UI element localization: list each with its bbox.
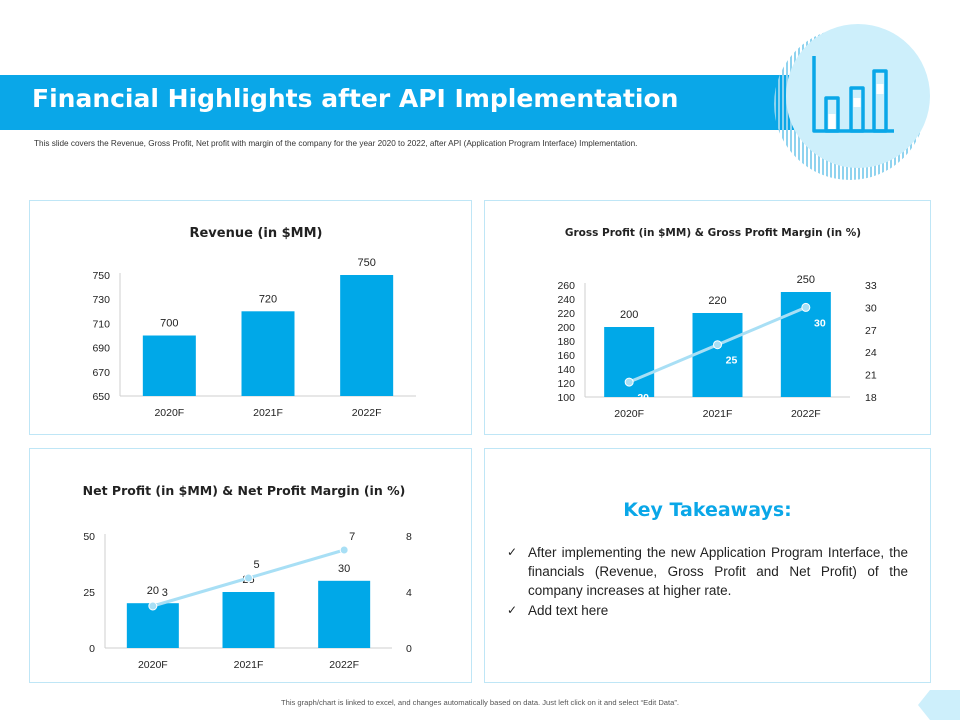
- y-tick-label: 120: [557, 378, 575, 390]
- takeaway-text: After implementing the new Application P…: [528, 545, 908, 598]
- y-tick-label: 25: [83, 587, 95, 599]
- x-tick-label: 2020F: [614, 408, 644, 420]
- y2-tick-label: 4: [406, 587, 412, 599]
- y-tick-label: 690: [92, 343, 110, 355]
- gross-profit-chart: Gross Profit (in $MM) & Gross Profit Mar…: [557, 227, 877, 420]
- check-icon: ✓: [507, 603, 518, 617]
- bar-data-label: 700: [160, 318, 178, 330]
- y-tick-label: 140: [557, 364, 575, 376]
- y2-tick-label: 24: [865, 347, 877, 359]
- line-point: [339, 545, 349, 555]
- y2-tick-label: 33: [865, 280, 877, 292]
- accent-circle: [786, 24, 930, 168]
- x-tick-label: 2022F: [329, 659, 359, 671]
- header-decoration: [774, 24, 930, 180]
- bar: [692, 313, 743, 397]
- chart-title: Gross Profit (in $MM) & Gross Profit Mar…: [565, 227, 861, 239]
- x-tick-label: 2021F: [703, 408, 733, 420]
- y-tick-label: 710: [92, 318, 110, 330]
- bar-data-label: 30: [338, 563, 350, 575]
- y2-tick-label: 27: [865, 325, 877, 337]
- y-tick-label: 160: [557, 350, 575, 362]
- line-data-label: 25: [726, 355, 738, 367]
- revenue-chart-panel: Revenue (in $MM) 650 670 690 710 730 750 700 720…: [29, 200, 472, 435]
- bar: [241, 311, 295, 396]
- chart-title: Net Profit (in $MM) & Net Profit Margin …: [83, 483, 406, 498]
- y-tick-label: 200: [557, 322, 575, 334]
- takeaway-text: Add text here: [528, 603, 609, 618]
- y-tick-label: 260: [557, 280, 575, 292]
- gross-profit-chart-panel: Gross Profit (in $MM) & Gross Profit Mar…: [484, 200, 931, 435]
- bar-data-label: 750: [357, 257, 375, 269]
- bar: [340, 275, 394, 396]
- y-tick-label: 220: [557, 308, 575, 320]
- y-tick-label: 730: [92, 294, 110, 306]
- line-point: [801, 302, 811, 312]
- title-bar: [0, 75, 800, 130]
- line-data-label: 7: [349, 531, 355, 543]
- y-tick-label: 100: [557, 392, 575, 404]
- x-tick-label: 2020F: [138, 659, 168, 671]
- takeaway-item: ✓ After implementing the new Application…: [505, 543, 908, 600]
- y2-tick-label: 0: [406, 643, 412, 655]
- net-profit-chart: Net Profit (in $MM) & Net Profit Margin …: [83, 483, 412, 671]
- y-tick-label: 670: [92, 367, 110, 379]
- key-takeaways-panel: Key Takeaways: ✓ After implementing the …: [484, 448, 931, 683]
- bar-chart-icon: [812, 56, 894, 133]
- net-profit-chart-panel: Net Profit (in $MM) & Net Profit Margin …: [29, 448, 472, 683]
- page-title: Financial Highlights after API Implement…: [32, 84, 679, 113]
- y-tick-label: 650: [92, 391, 110, 403]
- x-tick-label: 2021F: [234, 659, 264, 671]
- bar-data-label: 250: [797, 274, 815, 286]
- line-point: [244, 573, 253, 583]
- bar-data-label: 200: [620, 309, 638, 321]
- x-tick-label: 2020F: [154, 407, 184, 419]
- bar: [222, 592, 275, 648]
- key-takeaways-title: Key Takeaways:: [623, 499, 792, 521]
- line-data-label: 3: [162, 587, 168, 599]
- y-tick-label: 50: [83, 531, 95, 543]
- footer-note: This graph/chart is linked to excel, and…: [280, 698, 680, 707]
- x-tick-label: 2022F: [352, 407, 382, 419]
- chart-title: Revenue (in $MM): [189, 226, 322, 241]
- line-data-label: 30: [814, 317, 826, 329]
- page-subtitle: This slide covers the Revenue, Gross Pro…: [34, 139, 638, 148]
- y-tick-label: 180: [557, 336, 575, 348]
- corner-decoration: [918, 690, 960, 720]
- bar-data-label: 220: [708, 295, 726, 307]
- y2-tick-label: 8: [406, 531, 412, 543]
- y2-tick-label: 21: [865, 370, 877, 382]
- x-tick-label: 2022F: [791, 408, 821, 420]
- takeaway-item: ✓ Add text here: [505, 601, 908, 620]
- key-takeaways-list: ✓ After implementing the new Application…: [505, 543, 908, 621]
- y-tick-label: 240: [557, 294, 575, 306]
- line-point: [713, 340, 722, 350]
- y-tick-label: 0: [89, 643, 95, 655]
- x-tick-label: 2021F: [253, 407, 283, 419]
- bar-data-label: 20: [147, 585, 159, 597]
- line-point: [148, 601, 158, 611]
- bar: [142, 335, 196, 396]
- bar: [126, 603, 179, 648]
- line-point: [624, 377, 634, 387]
- line-data-label: 20: [637, 392, 649, 404]
- bar-data-label: 720: [259, 293, 277, 305]
- y2-tick-label: 30: [865, 302, 877, 314]
- revenue-chart: Revenue (in $MM) 650 670 690 710 730 750 700 720…: [92, 226, 416, 419]
- y-tick-label: 750: [92, 270, 110, 282]
- y2-tick-label: 18: [865, 392, 877, 404]
- bar: [318, 580, 371, 648]
- check-icon: ✓: [507, 545, 518, 559]
- line-data-label: 5: [253, 559, 259, 571]
